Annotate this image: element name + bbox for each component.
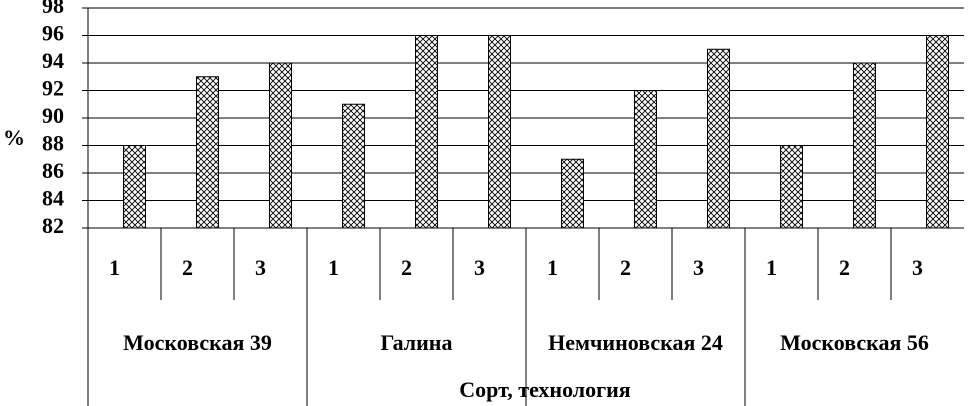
y-tick-label: 98 xyxy=(42,0,64,18)
bar xyxy=(196,76,219,229)
x-tick-label: 1 xyxy=(547,255,558,280)
x-tick-label: 2 xyxy=(401,255,412,280)
y-tick-label: 94 xyxy=(42,48,64,73)
bar xyxy=(123,145,146,229)
x-tick-label: 2 xyxy=(182,255,193,280)
group-label: Московская 56 xyxy=(780,330,929,355)
x-tick-label: 3 xyxy=(693,255,704,280)
group-label: Немчиновская 24 xyxy=(548,330,723,355)
y-tick-label: 90 xyxy=(42,103,64,128)
bar xyxy=(561,158,584,229)
y-tick-label: 96 xyxy=(42,21,64,46)
y-tick-label: 82 xyxy=(42,213,64,238)
bar xyxy=(415,35,438,229)
y-tick-label: 86 xyxy=(42,158,64,183)
bar xyxy=(634,90,657,229)
bar xyxy=(488,35,511,229)
y-tick-label: 84 xyxy=(42,186,64,211)
bar xyxy=(780,145,803,229)
y-tick-label: 88 xyxy=(42,131,64,156)
bar xyxy=(707,48,730,229)
x-axis-label: Сорт, технология xyxy=(459,377,631,402)
bar xyxy=(853,62,876,229)
group-label: Галина xyxy=(380,330,453,355)
bar xyxy=(342,103,365,229)
x-tick-label: 3 xyxy=(255,255,266,280)
bar xyxy=(269,62,292,229)
y-axis-label: % xyxy=(3,125,25,150)
group-label: Московская 39 xyxy=(123,330,272,355)
x-tick-label: 2 xyxy=(620,255,631,280)
x-tick-label: 1 xyxy=(328,255,339,280)
x-tick-label: 3 xyxy=(474,255,485,280)
bar xyxy=(926,35,949,229)
x-tick-label: 1 xyxy=(109,255,120,280)
x-tick-label: 3 xyxy=(912,255,923,280)
x-tick-label: 2 xyxy=(839,255,850,280)
y-tick-label: 92 xyxy=(42,76,64,101)
x-tick-label: 1 xyxy=(766,255,777,280)
